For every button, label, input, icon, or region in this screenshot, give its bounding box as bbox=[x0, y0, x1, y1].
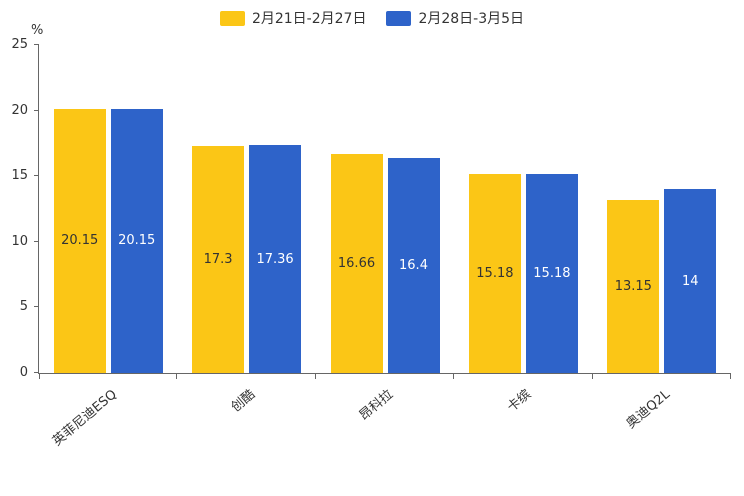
y-axis-tick-label: 15 bbox=[11, 168, 28, 184]
bar-series2-昂科拉[interactable]: 16.4 bbox=[387, 157, 440, 373]
y-axis-tick-mark bbox=[34, 175, 39, 177]
bar-series1-昂科拉[interactable]: 16.66 bbox=[330, 154, 383, 373]
bar-series1-奥迪Q2L[interactable]: 13.15 bbox=[607, 200, 660, 373]
bar-value-label: 20.15 bbox=[61, 233, 99, 249]
legend-label: 2月21日-2月27日 bbox=[251, 11, 367, 27]
bar-value-label: 15.18 bbox=[533, 265, 571, 281]
x-axis-tick-mark bbox=[314, 374, 316, 379]
y-axis-tick-mark bbox=[34, 372, 39, 373]
bar-series1-卡缤[interactable]: 15.18 bbox=[468, 173, 521, 373]
legend-label: 2月28日-3月5日 bbox=[418, 11, 525, 27]
x-axis-tick-mark bbox=[39, 374, 40, 379]
y-axis-tick-label: 5 bbox=[19, 299, 28, 315]
y-axis: 0 5 10 15 20 25 bbox=[0, 38, 34, 380]
y-axis-tick-label: 10 bbox=[11, 233, 28, 249]
bar-value-label: 17.36 bbox=[256, 251, 294, 267]
legend: 2月21日-2月27日 2月28日-3月5日 bbox=[0, 8, 744, 28]
y-axis-tick-label: 0 bbox=[19, 365, 28, 380]
bar-value-label: 20.15 bbox=[118, 233, 156, 249]
y-axis-tick-mark bbox=[34, 306, 39, 308]
x-axis-tick-mark bbox=[591, 374, 593, 379]
y-axis-tick-mark bbox=[34, 44, 39, 45]
y-axis-tick-mark bbox=[34, 240, 39, 242]
x-axis-category-label[interactable]: 昂科拉 bbox=[356, 387, 397, 424]
y-axis-tick-mark bbox=[34, 109, 39, 111]
bar-series2-卡缤[interactable]: 15.18 bbox=[525, 173, 578, 373]
y-axis-unit-label: % bbox=[31, 23, 44, 38]
legend-swatch-icon bbox=[386, 10, 412, 26]
bar-value-label: 13.15 bbox=[614, 279, 652, 295]
bar-series1-创酷[interactable]: 17.3 bbox=[192, 146, 245, 373]
bar-series1-英菲尼迪ESQ[interactable]: 20.15 bbox=[53, 108, 106, 373]
x-axis-labels: 英菲尼迪ESQ 创酷 昂科拉 卡缤 奥迪Q2L bbox=[38, 374, 730, 484]
x-axis-category-label[interactable]: 创酷 bbox=[228, 387, 258, 416]
legend-item-series1[interactable]: 2月21日-2月27日 bbox=[219, 8, 367, 28]
bar-series2-英菲尼迪ESQ[interactable]: 20.15 bbox=[110, 108, 163, 373]
bar-series2-创酷[interactable]: 17.36 bbox=[249, 145, 302, 373]
y-axis-tick-label: 20 bbox=[11, 102, 28, 118]
bar-value-label: 16.4 bbox=[399, 257, 428, 273]
bar-value-label: 17.3 bbox=[203, 252, 233, 268]
x-axis-tick-mark bbox=[453, 374, 455, 379]
bar-value-label: 14 bbox=[682, 273, 699, 289]
x-axis-category-label[interactable]: 卡缤 bbox=[505, 387, 535, 416]
legend-swatch-icon bbox=[219, 10, 245, 26]
plot-area: 20.15 20.15 17.3 17.36 16.66 16.4 15.18 15.18 13… bbox=[34, 44, 731, 379]
legend-item-series2[interactable]: 2月28日-3月5日 bbox=[386, 8, 524, 28]
y-axis-tick-label: 25 bbox=[11, 37, 28, 52]
bar-value-label: 16.66 bbox=[337, 256, 376, 272]
bar-value-label: 15.18 bbox=[476, 265, 514, 281]
x-axis-tick-mark bbox=[730, 374, 731, 379]
x-axis-category-label[interactable]: 奥迪Q2L bbox=[623, 387, 674, 432]
x-axis-category-label[interactable]: 英菲尼迪ESQ bbox=[49, 387, 120, 450]
x-axis-tick-mark bbox=[176, 374, 178, 379]
bar-series2-奥迪Q2L[interactable]: 14 bbox=[664, 189, 717, 373]
